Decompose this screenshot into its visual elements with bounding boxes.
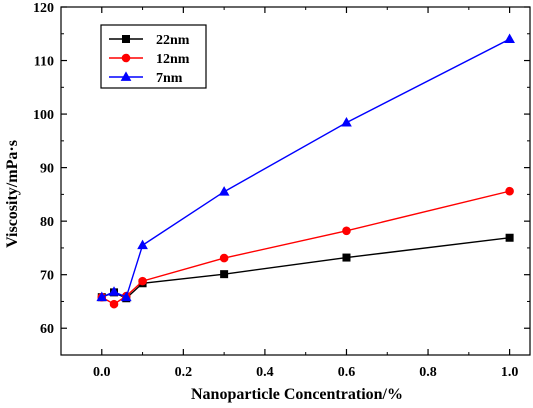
legend-marker-7nm xyxy=(120,71,132,81)
series-7nm xyxy=(96,33,515,302)
series-line-12nm xyxy=(101,190,510,305)
x-tick-label: 0.0 xyxy=(93,365,111,380)
y-tick-label: 90 xyxy=(40,162,54,177)
data-point-22nm xyxy=(342,253,351,262)
y-tick-label: 70 xyxy=(40,269,54,284)
y-tick-label: 120 xyxy=(33,1,54,16)
series-12nm xyxy=(97,186,514,309)
y-tick-label: 110 xyxy=(34,55,54,70)
data-point-7nm xyxy=(504,33,515,44)
y-axis-label: Viscosity/mPa·s xyxy=(4,140,21,248)
data-point-12nm xyxy=(505,186,514,196)
legend-marker-12nm xyxy=(121,53,131,63)
data-point-7nm xyxy=(96,291,108,302)
x-tick-label: 0.6 xyxy=(338,365,356,380)
y-tick-label: 80 xyxy=(40,215,54,230)
data-point-12nm xyxy=(219,253,229,263)
plot-area: 0.0 0.2 0.4 0.6 0.8 1.0 60 70 80 90 100 110 120 xyxy=(33,1,531,380)
data-point-22nm xyxy=(505,233,514,242)
legend-label-7nm: 7nm xyxy=(156,71,183,86)
data-point-7nm xyxy=(120,291,132,302)
data-point-7nm xyxy=(137,239,148,250)
data-point-7nm xyxy=(341,117,352,127)
x-axis-label: Nanoparticle Concentration/% xyxy=(191,386,403,403)
legend-marker-22nm xyxy=(122,35,130,43)
x-tick-label: 1.0 xyxy=(501,365,519,380)
legend-label-22nm: 22nm xyxy=(156,33,190,48)
data-point-22nm xyxy=(220,270,229,279)
series-22nm xyxy=(97,233,514,303)
x-tick-label: 0.2 xyxy=(175,365,193,380)
series-line-22nm xyxy=(101,237,510,300)
data-point-12nm xyxy=(342,226,351,236)
plot-frame xyxy=(60,6,531,356)
series-layer xyxy=(96,33,515,309)
y-tick-label: 60 xyxy=(40,322,54,337)
x-tick-label: 0.8 xyxy=(419,365,437,380)
legend-box xyxy=(100,24,207,89)
legend-label-12nm: 12nm xyxy=(156,52,190,67)
y-tick-label: 100 xyxy=(33,108,54,123)
data-point-7nm xyxy=(218,186,230,196)
legend: 22nm 12nm 7nm xyxy=(100,24,207,89)
x-tick-label: 0.4 xyxy=(256,365,274,380)
data-point-7nm xyxy=(108,286,120,296)
data-point-12nm xyxy=(138,276,147,286)
data-point-12nm xyxy=(109,299,119,309)
